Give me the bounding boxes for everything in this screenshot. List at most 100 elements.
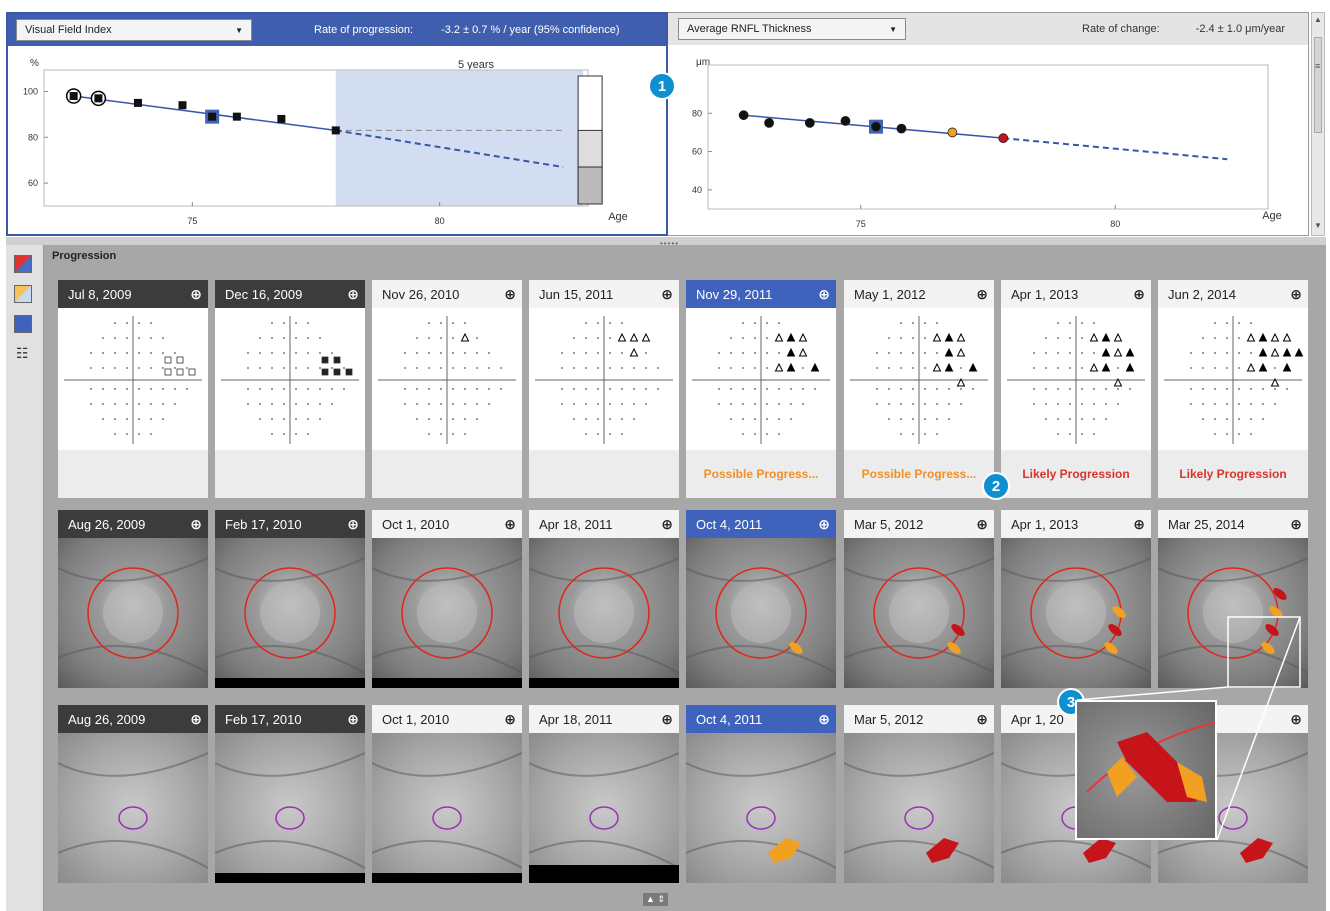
top-scrollbar[interactable]: ▲ ≡ ▼ bbox=[1311, 12, 1325, 236]
zoom-icon[interactable]: ⊕ bbox=[190, 285, 202, 302]
macula-card[interactable]: Oct 1, 2010 ⊕ bbox=[372, 705, 522, 883]
zoom-icon[interactable]: ⊕ bbox=[818, 710, 830, 727]
disc-date-tab[interactable]: Mar 25, 2014 ⊕ bbox=[1158, 510, 1308, 538]
macula-card[interactable]: Mar 5, 2012 ⊕ bbox=[844, 705, 994, 883]
disc-card[interactable]: Aug 26, 2009 ⊕ bbox=[58, 510, 208, 688]
x-tick-label: 75 bbox=[856, 219, 866, 229]
disc-card[interactable]: Apr 18, 2011 ⊕ bbox=[529, 510, 679, 688]
vfi-rate-value: -3.2 ± 0.7 % / year (95% confidence) bbox=[441, 24, 620, 36]
disc-date-tab[interactable]: Feb 17, 2010 ⊕ bbox=[215, 510, 365, 538]
visual-field-plot bbox=[686, 308, 836, 450]
zoom-icon[interactable]: ⊕ bbox=[190, 710, 202, 727]
vf-date-tab[interactable]: Jun 15, 2011 ⊕ bbox=[529, 280, 679, 308]
zoom-icon[interactable]: ⊕ bbox=[1290, 285, 1302, 302]
menu-icon[interactable]: ≡ bbox=[1315, 61, 1321, 71]
vf-date-tab[interactable]: Jul 8, 2009 ⊕ bbox=[58, 280, 208, 308]
zoom-icon[interactable]: ⊕ bbox=[504, 515, 516, 532]
disc-date-tab[interactable]: Apr 1, 2013 ⊕ bbox=[1001, 510, 1151, 538]
zoom-icon[interactable]: ⊕ bbox=[347, 515, 359, 532]
macula-image bbox=[686, 733, 836, 883]
scroll-thumb[interactable] bbox=[1314, 37, 1322, 133]
macula-card[interactable]: Feb 17, 2010 ⊕ bbox=[215, 705, 365, 883]
macula-date-tab[interactable]: Aug 26, 2009 ⊕ bbox=[58, 705, 208, 733]
disc-date-tab[interactable]: Oct 4, 2011 ⊕ bbox=[686, 510, 836, 538]
macula-date: Aug 26, 2009 bbox=[68, 711, 146, 727]
zoom-icon[interactable]: ⊕ bbox=[1133, 285, 1145, 302]
disc-date-tab[interactable]: Oct 1, 2010 ⊕ bbox=[372, 510, 522, 538]
zoom-icon[interactable]: ⊕ bbox=[347, 285, 359, 302]
zoom-icon[interactable]: ⊕ bbox=[976, 515, 988, 532]
macula-card[interactable]: Oct 4, 2011 ⊕ bbox=[686, 705, 836, 883]
zoom-icon[interactable]: ⊕ bbox=[1133, 515, 1145, 532]
vf-date-tab[interactable]: Nov 26, 2010 ⊕ bbox=[372, 280, 522, 308]
macula-date-tab[interactable]: Apr 18, 2011 ⊕ bbox=[529, 705, 679, 733]
vf-date: Apr 1, 2013 bbox=[1011, 286, 1079, 302]
vf-date-tab[interactable]: Apr 1, 2013 ⊕ bbox=[1001, 280, 1151, 308]
zoom-icon[interactable]: ⊕ bbox=[1290, 710, 1302, 727]
macula-date: Feb 17, 2010 bbox=[225, 711, 302, 727]
zoom-icon[interactable]: ⊕ bbox=[504, 285, 516, 302]
macula-date-tab[interactable]: Feb 17, 2010 ⊕ bbox=[215, 705, 365, 733]
grip-icon[interactable]: ••••• bbox=[660, 239, 680, 248]
image-view-icon[interactable] bbox=[14, 285, 32, 303]
zoom-icon[interactable]: ⊕ bbox=[1290, 515, 1302, 532]
disc-date-tab[interactable]: Aug 26, 2009 ⊕ bbox=[58, 510, 208, 538]
data-point bbox=[69, 92, 78, 101]
zoom-icon[interactable]: ⊕ bbox=[818, 285, 830, 302]
vf-card[interactable]: Jun 15, 2011 ⊕ bbox=[529, 280, 679, 498]
panel-splitter[interactable]: ••••• bbox=[6, 237, 1326, 248]
vf-card[interactable]: Dec 16, 2009 ⊕ bbox=[215, 280, 365, 498]
chart-view-icon[interactable] bbox=[14, 255, 32, 273]
rnfl-rate-label: Rate of change: bbox=[1082, 23, 1160, 35]
disc-card[interactable]: Apr 1, 2013 ⊕ bbox=[1001, 510, 1151, 688]
disc-card[interactable]: Feb 17, 2010 ⊕ bbox=[215, 510, 365, 688]
zoom-icon[interactable]: ⊕ bbox=[661, 515, 673, 532]
zoom-icon[interactable]: ⊕ bbox=[976, 710, 988, 727]
vf-date-tab[interactable]: Nov 29, 2011 ⊕ bbox=[686, 280, 836, 308]
zoom-icon[interactable]: ⊕ bbox=[976, 285, 988, 302]
rnfl-metric-select[interactable]: Average RNFL Thickness ▼ bbox=[678, 18, 906, 40]
disc-card[interactable]: Oct 4, 2011 ⊕ bbox=[686, 510, 836, 688]
vfi-metric-select[interactable]: Visual Field Index ▼ bbox=[16, 19, 252, 41]
zoom-icon[interactable]: ⊕ bbox=[190, 515, 202, 532]
expand-collapse-icon[interactable]: ▲ ⇕ bbox=[643, 893, 668, 906]
vf-card[interactable]: Jun 2, 2014 ⊕ Likely Progression bbox=[1158, 280, 1308, 498]
vf-card[interactable]: Apr 1, 2013 ⊕ Likely Progression bbox=[1001, 280, 1151, 498]
disc-card[interactable]: Mar 25, 2014 ⊕ bbox=[1158, 510, 1308, 688]
zoom-icon[interactable]: ⊕ bbox=[661, 710, 673, 727]
disc-date-tab[interactable]: Mar 5, 2012 ⊕ bbox=[844, 510, 994, 538]
macula-card[interactable]: Apr 18, 2011 ⊕ bbox=[529, 705, 679, 883]
disc-card[interactable]: Oct 1, 2010 ⊕ bbox=[372, 510, 522, 688]
vf-card[interactable]: Nov 26, 2010 ⊕ bbox=[372, 280, 522, 498]
y-tick-label: 40 bbox=[692, 185, 702, 195]
chevron-down-icon: ▼ bbox=[235, 25, 243, 35]
grid-icon[interactable]: ☷ bbox=[16, 345, 29, 361]
vf-date-tab[interactable]: Dec 16, 2009 ⊕ bbox=[215, 280, 365, 308]
progression-status: Possible Progress... bbox=[686, 450, 836, 498]
y-tick-label: 100 bbox=[23, 86, 38, 96]
scroll-down-icon[interactable]: ▼ bbox=[1314, 221, 1322, 230]
edit-icon[interactable] bbox=[14, 315, 32, 333]
macula-date-tab[interactable]: Oct 1, 2010 ⊕ bbox=[372, 705, 522, 733]
progression-status bbox=[58, 450, 208, 498]
zoom-icon[interactable]: ⊕ bbox=[661, 285, 673, 302]
vf-date-tab[interactable]: May 1, 2012 ⊕ bbox=[844, 280, 994, 308]
optic-disc-image bbox=[58, 538, 208, 688]
disc-card[interactable]: Mar 5, 2012 ⊕ bbox=[844, 510, 994, 688]
rnfl-trend-chart: μm Age 40 60 80 75 80 bbox=[692, 57, 1282, 229]
macula-date-tab[interactable]: Oct 4, 2011 ⊕ bbox=[686, 705, 836, 733]
y-tick-label: 80 bbox=[692, 108, 702, 118]
zoom-icon[interactable]: ⊕ bbox=[818, 515, 830, 532]
data-point bbox=[331, 126, 340, 135]
disc-date-tab[interactable]: Apr 18, 2011 ⊕ bbox=[529, 510, 679, 538]
macula-card[interactable]: Aug 26, 2009 ⊕ bbox=[58, 705, 208, 883]
visual-field-plot bbox=[844, 308, 994, 450]
vf-card[interactable]: Jul 8, 2009 ⊕ bbox=[58, 280, 208, 498]
zoom-icon[interactable]: ⊕ bbox=[504, 710, 516, 727]
scroll-up-icon[interactable]: ▲ bbox=[1314, 15, 1322, 24]
vf-card[interactable]: May 1, 2012 ⊕ Possible Progress... bbox=[844, 280, 994, 498]
vf-card[interactable]: Nov 29, 2011 ⊕ Possible Progress... bbox=[686, 280, 836, 498]
zoom-icon[interactable]: ⊕ bbox=[347, 710, 359, 727]
vf-date-tab[interactable]: Jun 2, 2014 ⊕ bbox=[1158, 280, 1308, 308]
macula-date-tab[interactable]: Mar 5, 2012 ⊕ bbox=[844, 705, 994, 733]
